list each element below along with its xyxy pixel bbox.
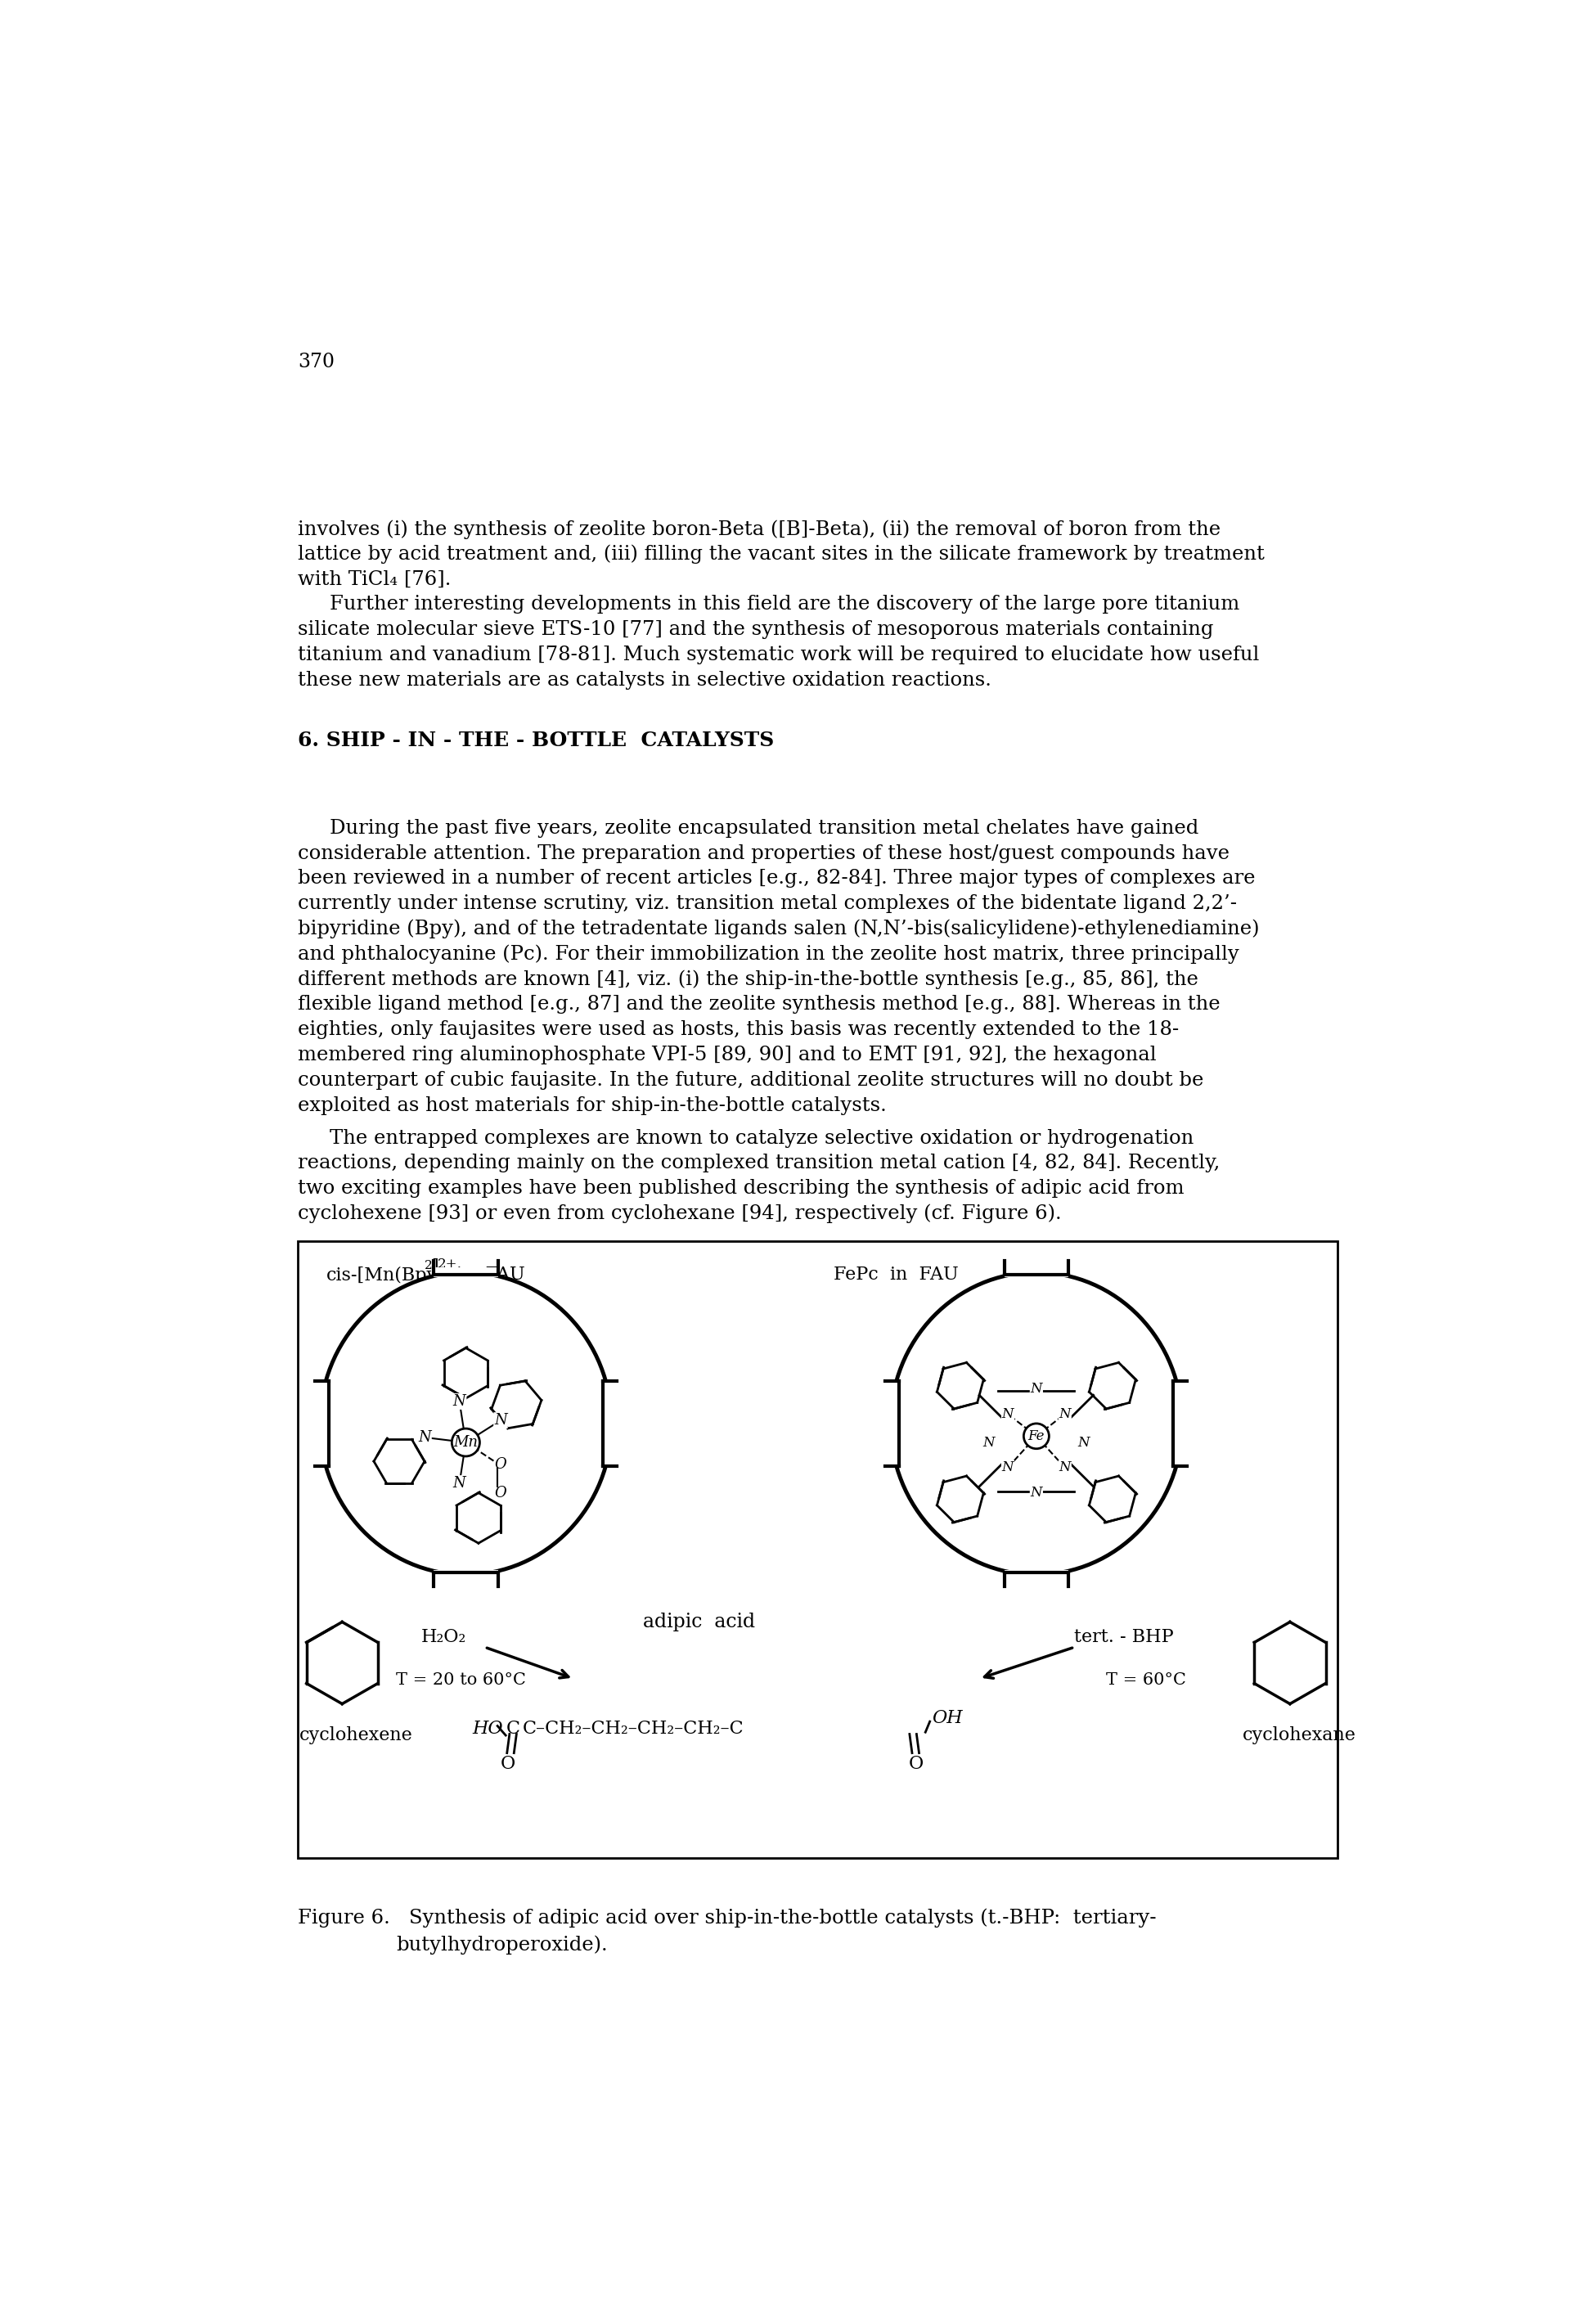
Text: silicate molecular sieve ETS-10 [77] and the synthesis of mesoporous materials c: silicate molecular sieve ETS-10 [77] and… (298, 621, 1213, 639)
Text: Further interesting developments in this field are the discovery of the large po: Further interesting developments in this… (329, 595, 1240, 614)
Text: During the past five years, zeolite encapsulated transition metal chelates have : During the past five years, zeolite enca… (329, 819, 1199, 838)
Text: eighties, only faujasites were used as hosts, this basis was recently extended t: eighties, only faujasites were used as h… (298, 1020, 1179, 1039)
Text: currently under intense scrutiny, viz. transition metal complexes of the bidenta: currently under intense scrutiny, viz. t… (298, 893, 1237, 914)
Text: N: N (453, 1477, 466, 1491)
Text: adipic  acid: adipic acid (643, 1613, 755, 1632)
Bar (1004, 1267, 1068, 1276)
Text: cyclohexane: cyclohexane (1242, 1726, 1357, 1745)
Text: OH: OH (932, 1708, 962, 1726)
Text: these new materials are as catalysts in selective oxidation reactions.: these new materials are as catalysts in … (298, 672, 991, 690)
Text: cis-[Mn(Bpy): cis-[Mn(Bpy) (326, 1267, 445, 1283)
Text: Mn: Mn (453, 1436, 479, 1449)
Bar (434, 1267, 498, 1276)
Text: O: O (908, 1754, 924, 1773)
Text: tert. - BHP: tert. - BHP (1074, 1627, 1175, 1646)
Text: N: N (418, 1431, 431, 1445)
Text: C–CH₂–CH₂–CH₂–CH₂–C: C–CH₂–CH₂–CH₂–CH₂–C (523, 1719, 744, 1738)
Text: T = 60°C: T = 60°C (1106, 1673, 1186, 1687)
Text: N: N (983, 1436, 994, 1449)
Text: with TiCl₄ [76].: with TiCl₄ [76]. (298, 570, 452, 589)
Ellipse shape (891, 1272, 1183, 1574)
Text: O: O (495, 1486, 506, 1500)
Text: N: N (1060, 1461, 1071, 1475)
Text: H₂O₂: H₂O₂ (421, 1627, 466, 1646)
Text: in  FAU: in FAU (456, 1267, 525, 1283)
Text: T = 20 to 60°C: T = 20 to 60°C (396, 1673, 527, 1687)
Text: different methods are known [4], viz. (i) the ship-in-the-bottle synthesis [e.g.: different methods are known [4], viz. (i… (298, 969, 1199, 990)
Text: The entrapped complexes are known to catalyze selective oxidation or hydrogenati: The entrapped complexes are known to cat… (329, 1129, 1194, 1147)
Text: 370: 370 (298, 353, 335, 372)
Text: C: C (506, 1719, 520, 1738)
Bar (1151, 1380, 1187, 1466)
Text: 2+: 2+ (437, 1258, 458, 1272)
Bar (298, 1242, 1337, 1858)
Bar (579, 1380, 616, 1466)
Text: and phthalocyanine (Pc). For their immobilization in the zeolite host matrix, th: and phthalocyanine (Pc). For their immob… (298, 944, 1238, 965)
Text: reactions, depending mainly on the complexed transition metal cation [4, 82, 84]: reactions, depending mainly on the compl… (298, 1154, 1219, 1172)
Text: titanium and vanadium [78-81]. Much systematic work will be required to elucidat: titanium and vanadium [78-81]. Much syst… (298, 646, 1259, 665)
Text: N: N (1077, 1436, 1090, 1449)
Bar (314, 1380, 351, 1466)
Text: O: O (501, 1754, 516, 1773)
Text: been reviewed in a number of recent articles [e.g., 82-84]. Three major types of: been reviewed in a number of recent arti… (298, 870, 1256, 889)
Text: bipyridine (Bpy), and of the tetradentate ligands salen (N,N’-bis(salicylidene)-: bipyridine (Bpy), and of the tetradentat… (298, 919, 1259, 939)
Text: Fe: Fe (1028, 1429, 1045, 1442)
Text: considerable attention. The preparation and properties of these host/guest compo: considerable attention. The preparation … (298, 845, 1229, 863)
Text: N: N (1060, 1408, 1071, 1422)
Text: counterpart of cubic faujasite. In the future, additional zeolite structures wil: counterpart of cubic faujasite. In the f… (298, 1071, 1203, 1089)
Text: lattice by acid treatment and, (iii) filling the vacant sites in the silicate fr: lattice by acid treatment and, (iii) fil… (298, 545, 1264, 563)
Circle shape (452, 1429, 480, 1456)
Text: 2: 2 (425, 1260, 433, 1272)
Text: ]: ] (431, 1258, 437, 1276)
Text: N: N (1031, 1382, 1042, 1396)
Text: 6. SHIP - IN - THE - BOTTLE  CATALYSTS: 6. SHIP - IN - THE - BOTTLE CATALYSTS (298, 732, 774, 750)
Circle shape (1023, 1424, 1049, 1449)
Text: HO: HO (472, 1719, 503, 1738)
Text: exploited as host materials for ship-in-the-bottle catalysts.: exploited as host materials for ship-in-… (298, 1096, 886, 1115)
Bar (886, 1380, 922, 1466)
Text: N: N (453, 1394, 466, 1408)
Text: membered ring aluminophosphate VPI-5 [89, 90] and to EMT [91, 92], the hexagonal: membered ring aluminophosphate VPI-5 [89… (298, 1046, 1157, 1064)
Text: N: N (1031, 1486, 1042, 1500)
Text: two exciting examples have been published describing the synthesis of adipic aci: two exciting examples have been publishe… (298, 1179, 1184, 1198)
Text: N: N (1002, 1461, 1013, 1475)
Text: cyclohexene: cyclohexene (300, 1726, 413, 1745)
Text: cyclohexene [93] or even from cyclohexane [94], respectively (cf. Figure 6).: cyclohexene [93] or even from cyclohexan… (298, 1205, 1061, 1223)
Ellipse shape (319, 1272, 611, 1574)
Bar (434, 1569, 498, 1579)
Text: flexible ligand method [e.g., 87] and the zeolite synthesis method [e.g., 88]. W: flexible ligand method [e.g., 87] and th… (298, 995, 1221, 1013)
Bar (1004, 1569, 1068, 1579)
Text: N: N (495, 1412, 508, 1429)
Text: Figure 6.   Synthesis of adipic acid over ship-in-the-bottle catalysts (t.-BHP: : Figure 6. Synthesis of adipic acid over … (298, 1909, 1157, 1927)
Text: O: O (495, 1456, 506, 1473)
Text: FePc  in  FAU: FePc in FAU (833, 1267, 959, 1283)
Text: involves (i) the synthesis of zeolite boron-Beta ([B]-Beta), (ii) the removal of: involves (i) the synthesis of zeolite bo… (298, 519, 1221, 538)
Text: butylhydroperoxide).: butylhydroperoxide). (396, 1934, 608, 1955)
Text: N: N (1002, 1408, 1013, 1422)
